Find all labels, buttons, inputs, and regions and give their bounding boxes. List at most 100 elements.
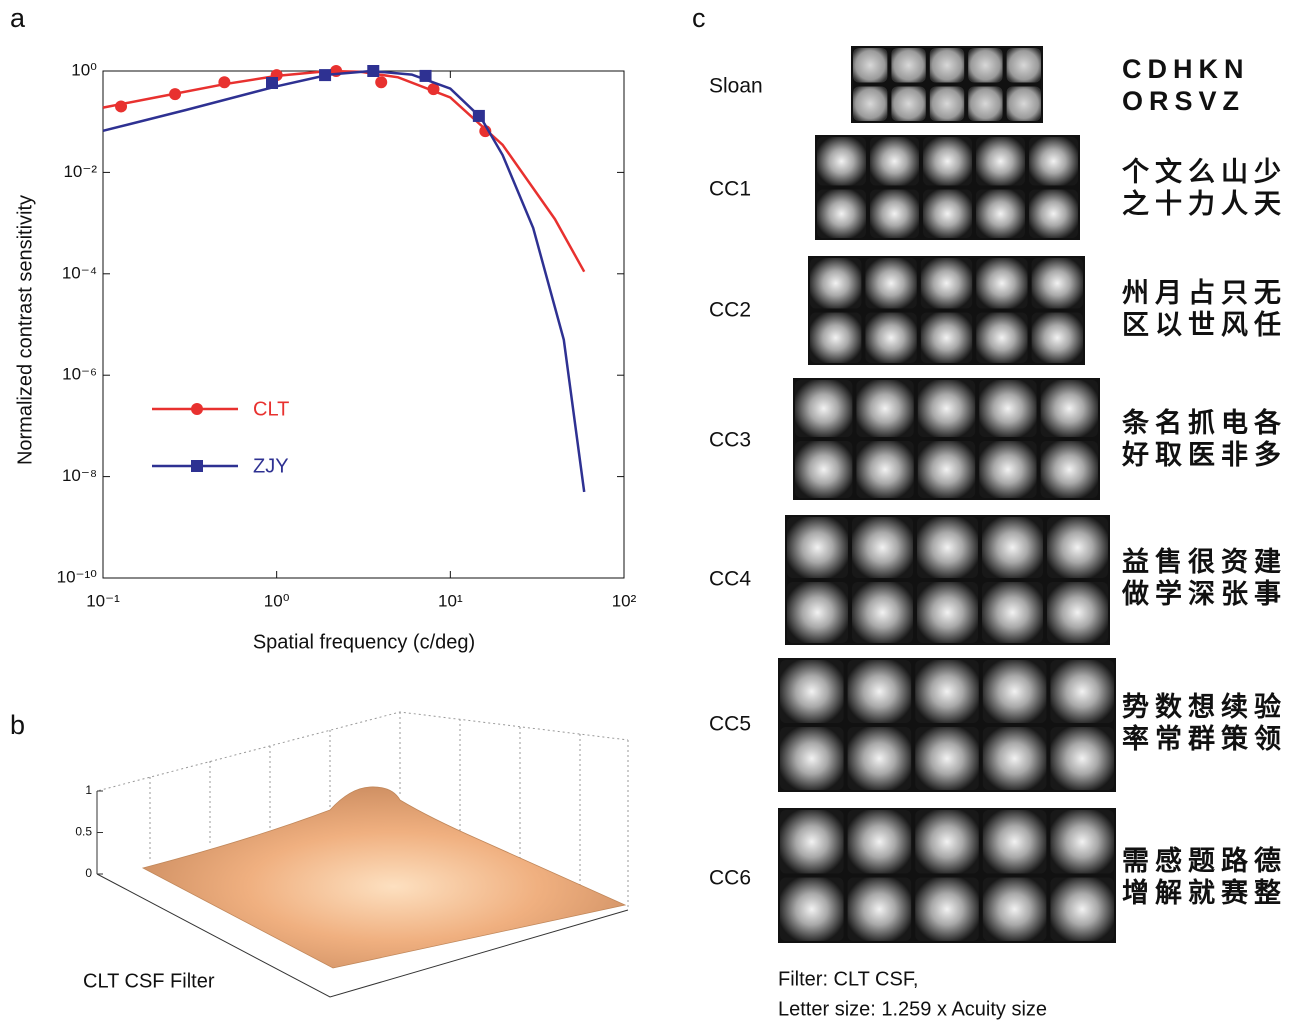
- filtered-letter: [780, 660, 844, 723]
- panel-label: c: [692, 3, 706, 33]
- legend-label: CLT: [253, 398, 289, 420]
- set-name: CC4: [709, 568, 751, 591]
- filtered-letter: [1047, 582, 1108, 643]
- legend-marker: [191, 460, 203, 472]
- filtered-letter: [917, 517, 978, 578]
- filtered-letter: [917, 380, 976, 437]
- filtered-letter: [787, 582, 848, 643]
- filtered-letter: [1050, 727, 1114, 790]
- filtered-letter: [847, 660, 912, 723]
- filtered-letter: [968, 48, 1003, 83]
- y-tick-label: 10⁻¹⁰: [57, 567, 98, 586]
- letter-line: 条名抓电各: [1122, 407, 1287, 438]
- letter-line: 之十力人天: [1122, 188, 1287, 219]
- filtered-letter: [923, 137, 972, 186]
- filtered-letter: [1047, 517, 1108, 578]
- filtered-letter: [920, 312, 973, 363]
- filtered-letter: [1040, 441, 1098, 498]
- filtered-letter: [1006, 48, 1041, 83]
- filtered-letter: [915, 660, 979, 723]
- filtered-letter: [870, 189, 919, 238]
- y-tick-label: 10⁻⁶: [62, 365, 97, 384]
- z-tick-label: 0.5: [75, 825, 92, 839]
- filtered-letter: [1006, 86, 1041, 121]
- filtered-letter: [979, 441, 1037, 498]
- filtered-letter: [1031, 312, 1083, 363]
- filtered-letter: [982, 877, 1047, 941]
- data-point: [169, 88, 182, 101]
- legend-label: ZJY: [253, 455, 289, 477]
- letter-line: 势数想续验: [1122, 691, 1287, 722]
- x-tick-label: 10²: [612, 591, 637, 610]
- filtered-letter: [865, 312, 917, 363]
- filtered-letter: [1040, 380, 1098, 437]
- panel-label: a: [10, 3, 26, 33]
- letter-line: 增解就赛整: [1122, 877, 1287, 908]
- filtered-letter: [1050, 877, 1114, 941]
- filtered-letter: [976, 189, 1025, 238]
- floor-edge: [96, 873, 629, 998]
- x-tick-label: 10¹: [438, 591, 463, 610]
- letter-line: 个文么山少: [1122, 156, 1287, 187]
- filtered-letter: [856, 441, 914, 498]
- data-point: [472, 109, 485, 122]
- filtered-letter: [810, 258, 862, 309]
- letter-line: 做学深张事: [1121, 578, 1287, 609]
- filtered-letter: [920, 258, 973, 309]
- legend-marker: [191, 403, 203, 415]
- filtered-letter: [787, 517, 848, 578]
- filtered-letter: [1029, 137, 1078, 186]
- y-axis-label: Normalized contrast sensitivity: [14, 195, 36, 465]
- set-name: Sloan: [709, 75, 763, 98]
- filtered-letter: [982, 660, 1047, 723]
- filtered-letter: [917, 441, 976, 498]
- data-point: [375, 76, 388, 89]
- x-tick-label: 10⁰: [264, 591, 290, 610]
- filtered-letter: [929, 48, 965, 83]
- set-name: CC1: [709, 178, 751, 201]
- set-name: CC2: [709, 299, 751, 322]
- filtered-letter: [982, 517, 1043, 578]
- filtered-letter: [795, 380, 853, 437]
- filtered-letter: [853, 48, 888, 83]
- filtered-letter: [915, 877, 979, 941]
- fit-line: [102, 69, 586, 273]
- filtered-letter: [847, 810, 912, 874]
- y-tick-label: 10⁻⁸: [62, 466, 97, 485]
- filtered-letter: [968, 86, 1003, 121]
- data-point: [419, 69, 432, 82]
- filtered-letter: [891, 86, 926, 121]
- filtered-letter: [976, 312, 1028, 363]
- filtered-letter: [817, 137, 866, 186]
- letter-line: 好取医非多: [1121, 440, 1287, 470]
- z-tick-label: 1: [85, 783, 92, 797]
- surface-label: CLT CSF Filter: [83, 970, 215, 992]
- caption-line: Filter: CLT CSF,: [778, 968, 918, 990]
- data-point: [319, 69, 332, 82]
- filtered-letter: [979, 380, 1037, 437]
- plot-frame: [102, 70, 625, 579]
- filtered-letter: [982, 810, 1047, 874]
- filtered-letter: [917, 582, 978, 643]
- set-name: CC6: [709, 867, 751, 890]
- filtered-letter: [915, 810, 979, 874]
- letter-line: ORSVZ: [1122, 86, 1245, 116]
- filtered-letter: [1050, 660, 1114, 723]
- z-tick-label: 0: [85, 866, 92, 880]
- letter-line: 率常群策领: [1122, 723, 1287, 754]
- letter-line: 州月占只无: [1122, 278, 1287, 308]
- filtered-letter: [795, 441, 853, 498]
- filtered-letter: [982, 582, 1043, 643]
- filtered-letter: [929, 86, 965, 121]
- data-point: [265, 76, 278, 89]
- data-point: [218, 76, 231, 89]
- filtered-letter: [780, 877, 844, 941]
- filtered-letter: [870, 137, 919, 186]
- filtered-letter: [852, 517, 913, 578]
- x-axis-label: Spatial frequency (c/deg): [253, 631, 475, 653]
- filtered-letter: [923, 189, 972, 238]
- filtered-letter: [1029, 189, 1078, 238]
- filtered-letter: [976, 137, 1025, 186]
- filtered-letter: [856, 380, 914, 437]
